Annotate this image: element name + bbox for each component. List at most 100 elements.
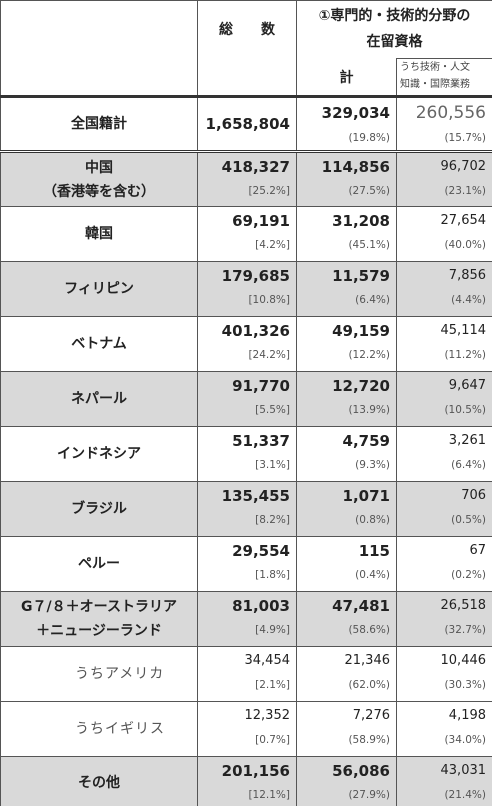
share: (13.9%) [348,404,390,416]
value: 201,156 [221,762,290,780]
share: [3.1%] [255,459,290,471]
header-spec-line: ①専門的・技術的分野の [318,8,471,24]
row-label-line: G７/８＋オーストラリア [21,599,177,615]
share: (6.4%) [355,294,390,306]
row-label-line: インドネシア [57,446,141,462]
share: (62.0%) [348,679,390,691]
share: (15.7%) [444,132,487,144]
share: (27.5%) [348,185,390,197]
value: 1,071 [342,487,390,505]
value-cell: 91,770 [5.5%] [197,371,297,427]
value: 26,518 [440,598,487,613]
value: 96,702 [440,159,487,174]
value-cell: 418,327 [25.2%] [197,151,297,207]
table-row: ペルー 29,554 [1.8%] 115 (0.4%) 67 (0.2%) [0,536,492,592]
header-sub: うち技術・人文 知識・国際業務 [395,58,492,98]
value-cell: 4,759 (9.3%) [296,426,397,482]
header-spec-total: 計 [296,58,397,98]
value-cell: 1,071 (0.8%) [296,481,397,537]
row-label: ブラジル [0,481,198,537]
row-label: 全国籍計 [0,96,198,153]
value: 418,327 [221,158,290,176]
row-label-line: 全国籍計 [71,116,127,132]
share: [2.1%] [255,679,290,691]
share: (45.1%) [348,239,390,251]
header-total: 総 数 [197,0,297,98]
share: [25.2%] [248,185,290,197]
row-label-line: フィリピン [64,281,134,297]
value-cell: 81,003 [4.9%] [197,591,297,647]
row-label-line: その他 [78,774,120,791]
value-cell: 706 (0.5%) [395,481,492,537]
header-sub-line: うち技術・人文 [400,62,470,73]
row-label-line: うちアメリカ [75,666,165,682]
value-cell: 201,156 [12.1%] [197,756,297,806]
value: 45,114 [440,323,487,338]
value: 329,034 [321,104,390,122]
share: (30.3%) [444,679,487,691]
value: 43,031 [440,763,487,778]
value-cell: 11,579 (6.4%) [296,261,397,317]
value: 49,159 [332,322,390,340]
value: 179,685 [221,267,290,285]
share: [8.2%] [255,514,290,526]
header-row: 計 うち技術・人文 知識・国際業務 [1,58,492,98]
share: (34.0%) [444,734,487,746]
value-cell: 135,455 [8.2%] [197,481,297,537]
header-sub-line: 知識・国際業務 [400,79,470,90]
row-label: ペルー [0,536,198,592]
value: 29,554 [232,542,290,560]
value: 69,191 [232,212,290,230]
row-label-line: うちイギリス [75,721,165,737]
value-cell: 27,654 (40.0%) [395,206,492,262]
share: (4.4%) [451,294,487,306]
value: 81,003 [232,597,290,615]
value: 21,346 [344,653,391,668]
row-label-line: ベトナム [71,336,127,352]
share: (40.0%) [444,239,487,251]
value-cell: 7,276 (58.9%) [296,701,397,757]
value-cell: 260,556 (15.7%) [395,96,492,153]
share: (11.2%) [444,349,487,361]
share: (27.9%) [348,789,390,801]
share: [24.2%] [248,349,290,361]
row-label: 中国 （香港等を含む） [0,151,198,207]
value: 27,654 [440,213,487,228]
value-cell: 12,352 [0.7%] [197,701,297,757]
value-cell: 51,337 [3.1%] [197,426,297,482]
share: (10.5%) [444,404,487,416]
value-cell: 31,208 (45.1%) [296,206,397,262]
row-label: インドネシア [0,426,198,482]
row-label-line: 韓国 [85,226,113,242]
share: (12.2%) [348,349,390,361]
value: 1,658,804 [205,115,290,133]
value: 7,856 [448,268,487,283]
value: 706 [461,488,487,503]
value-cell: 10,446 (30.3%) [395,646,492,702]
share: (0.4%) [355,569,390,581]
value: 56,086 [332,762,390,780]
table-row: G７/８＋オーストラリア ＋ニュージーランド 81,003 [4.9%] 47,481 (… [0,591,492,647]
table-row: ネパール 91,770 [5.5%] 12,720 (13.9%) 9,647 (10.5%… [0,371,492,427]
value: 115 [358,542,390,560]
value-cell: 47,481 (58.6%) [296,591,397,647]
row-label: G７/８＋オーストラリア ＋ニュージーランド [0,591,198,647]
value: 31,208 [332,212,390,230]
row-label-line: ネパール [71,391,127,407]
row-label-line: ブラジル [71,501,127,517]
table-row: インドネシア 51,337 [3.1%] 4,759 (9.3%) 3,261 (6.4%) [0,426,492,482]
share: (58.6%) [348,624,390,636]
value: 7,276 [352,708,390,723]
table-row: うちアメリカ 34,454 [2.1%] 21,346 (62.0%) 10,446 (30… [0,646,492,702]
value-cell: 67 (0.2%) [395,536,492,592]
value: 34,454 [244,653,291,668]
share: (19.8%) [348,132,390,144]
value: 11,579 [332,267,390,285]
value-cell: 4,198 (34.0%) [395,701,492,757]
table-row: ブラジル 135,455 [8.2%] 1,071 (0.8%) 706 (0.5%) [0,481,492,537]
row-label-line: ペルー [78,556,120,572]
table-row: 中国 （香港等を含む） 418,327 [25.2%] 114,856 (27.5%) 96… [0,151,492,207]
value: 135,455 [221,487,290,505]
